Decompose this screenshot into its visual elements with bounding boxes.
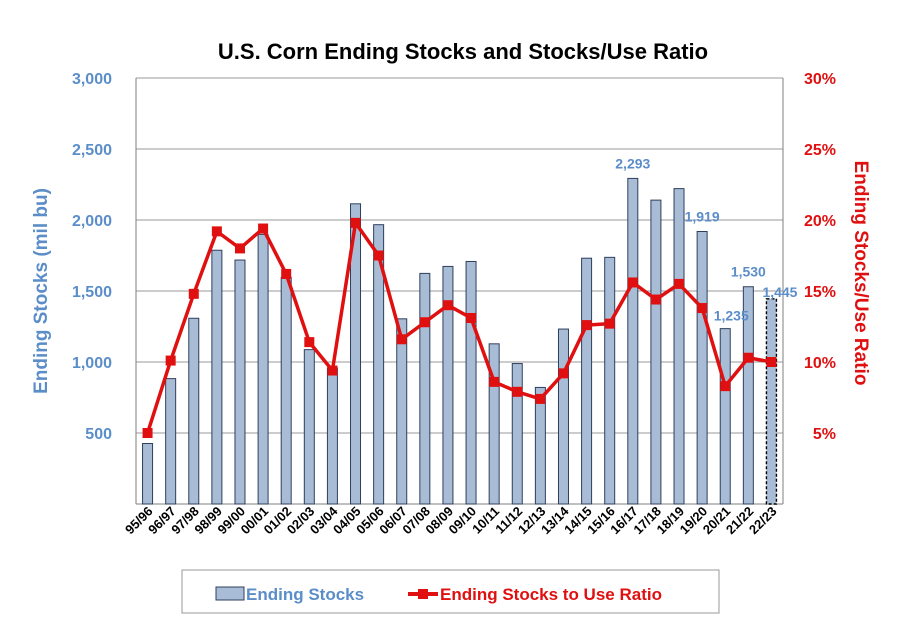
data-label: 1,445 <box>762 284 797 300</box>
ratio-marker <box>489 376 500 387</box>
legend-label-ending-stocks: Ending Stocks <box>246 585 364 604</box>
bar-00-01 <box>257 233 269 505</box>
bars <box>142 177 778 505</box>
ratio-marker <box>188 288 199 299</box>
left-tick-label: 1,000 <box>72 355 112 372</box>
data-labels: 2,293 1,919 1,235 1,530 1,445 <box>615 155 797 323</box>
right-tick-label: 25% <box>804 142 836 159</box>
ratio-marker <box>720 381 731 392</box>
right-tick-label: 30% <box>804 71 836 88</box>
ratio-marker <box>396 334 407 345</box>
x-axis-ticks: 95/9696/9797/9898/9999/0000/0101/0202/03… <box>122 503 780 537</box>
bar-21-22 <box>742 286 754 505</box>
ratio-marker <box>512 386 523 397</box>
bar-15-16 <box>604 256 616 505</box>
ratio-marker <box>627 277 638 288</box>
bar-04-05 <box>350 203 362 505</box>
ratio-marker <box>674 278 685 289</box>
data-label: 1,235 <box>714 308 749 324</box>
legend-swatch-ending-stocks <box>215 586 245 601</box>
bar-02-03 <box>303 349 315 505</box>
bar-16-17 <box>627 177 639 505</box>
ratio-marker <box>466 312 477 323</box>
ratio-marker <box>234 243 245 254</box>
left-tick-label: 2,500 <box>72 142 112 159</box>
legend-swatch-ratio-marker <box>418 589 428 599</box>
x-tick-label: 22/23 <box>746 504 780 538</box>
data-label: 2,293 <box>615 155 650 171</box>
data-label: 1,530 <box>731 264 766 280</box>
left-tick-label: 2,000 <box>72 213 112 230</box>
right-axis-label: Ending Stocks/Use Ratio <box>850 161 871 386</box>
bar-95-96 <box>142 443 154 505</box>
bar-08-09 <box>442 265 454 505</box>
ratio-marker <box>258 223 269 234</box>
legend-box <box>181 569 720 614</box>
ratio-line-path <box>145 221 772 434</box>
ratio-marker <box>327 365 338 376</box>
bar-98-99 <box>211 249 223 505</box>
ratio-marker <box>142 428 153 438</box>
right-axis-ticks: 5% 10% 15% 20% 25% 30% <box>804 71 836 443</box>
ratio-marker <box>304 337 315 348</box>
bar-13-14 <box>557 328 569 505</box>
ratio-marker <box>442 300 453 311</box>
bar-11-12 <box>511 363 523 505</box>
left-tick-label: 3,000 <box>72 71 112 88</box>
ratio-marker <box>558 368 569 379</box>
bar-97-98 <box>188 317 200 505</box>
left-tick-label: 1,500 <box>72 284 112 301</box>
bar-99-00 <box>234 259 246 505</box>
data-label: 1,919 <box>685 209 720 225</box>
ratio-marker <box>604 318 615 329</box>
legend-label-ratio: Ending Stocks to Use Ratio <box>440 585 662 604</box>
bar-05-06 <box>373 224 385 505</box>
ratio-marker <box>766 357 777 367</box>
left-tick-label: 500 <box>85 426 112 443</box>
chart-title: U.S. Corn Ending Stocks and Stocks/Use R… <box>218 39 708 64</box>
bar-09-10 <box>465 260 477 505</box>
right-tick-label: 10% <box>804 355 836 372</box>
ratio-marker <box>373 250 384 261</box>
ratio-marker <box>165 355 176 366</box>
bar-06-07 <box>396 318 408 505</box>
ratio-marker <box>697 303 708 314</box>
ratio-marker <box>350 217 361 228</box>
bar-12-13 <box>534 386 546 505</box>
ratio-marker <box>419 317 430 328</box>
bar-17-18 <box>650 199 662 505</box>
bar-22-23 <box>765 298 778 505</box>
right-tick-label: 15% <box>804 284 836 301</box>
bar-19-20 <box>696 231 708 505</box>
ratio-line <box>142 217 777 438</box>
right-tick-label: 20% <box>804 213 836 230</box>
bar-07-08 <box>419 272 431 505</box>
bar-18-19 <box>673 188 685 505</box>
legend: Ending Stocks Ending Stocks to Use Ratio <box>181 569 720 614</box>
bar-20-21 <box>719 328 731 505</box>
ratio-marker <box>581 320 592 331</box>
ratio-marker <box>211 226 222 237</box>
bar-14-15 <box>581 257 593 505</box>
bar-01-02 <box>280 276 292 505</box>
ratio-marker <box>281 268 292 279</box>
ratio-marker <box>535 393 546 404</box>
left-axis-ticks: 500 1,000 1,500 2,000 2,500 3,000 <box>72 71 112 443</box>
left-axis-label: Ending Stocks (mil bu) <box>31 188 52 394</box>
bar-03-04 <box>326 367 338 505</box>
ratio-marker <box>743 352 754 363</box>
bar-10-11 <box>488 343 500 505</box>
right-tick-label: 5% <box>813 426 836 443</box>
bar-96-97 <box>165 378 177 505</box>
ratio-marker <box>650 294 661 305</box>
